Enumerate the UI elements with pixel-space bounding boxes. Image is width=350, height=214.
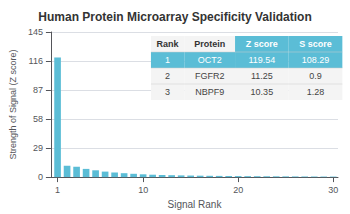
svg-text:Rank: Rank (157, 39, 180, 49)
svg-text:Signal Rank: Signal Rank (167, 199, 222, 210)
svg-text:S score: S score (299, 39, 332, 49)
svg-text:10: 10 (138, 185, 148, 195)
svg-text:145: 145 (28, 27, 43, 37)
svg-text:FGFR2: FGFR2 (195, 71, 225, 81)
svg-text:1: 1 (165, 55, 170, 65)
svg-text:29: 29 (33, 143, 43, 153)
svg-text:1.28: 1.28 (307, 87, 325, 97)
svg-text:0.9: 0.9 (309, 71, 322, 81)
svg-text:58: 58 (33, 114, 43, 124)
svg-text:2: 2 (165, 71, 170, 81)
svg-text:11.25: 11.25 (251, 71, 273, 81)
svg-text:87: 87 (33, 85, 43, 95)
svg-text:OCT2: OCT2 (198, 55, 222, 65)
svg-text:116: 116 (29, 56, 43, 66)
svg-text:20: 20 (233, 185, 243, 195)
svg-text:Human Protein Microarray Speci: Human Protein Microarray Specificity Val… (38, 10, 311, 24)
svg-text:30: 30 (328, 185, 338, 195)
svg-text:Protein: Protein (194, 39, 225, 49)
svg-text:NBPF9: NBPF9 (195, 87, 224, 97)
svg-text:108.29: 108.29 (302, 55, 330, 65)
svg-text:Strength of Signal (Z score): Strength of Signal (Z score) (8, 50, 18, 160)
svg-text:3: 3 (165, 87, 170, 97)
svg-text:Z score: Z score (246, 39, 278, 49)
svg-text:10.35: 10.35 (251, 87, 274, 97)
svg-text:119.54: 119.54 (248, 55, 275, 65)
svg-text:1: 1 (55, 185, 60, 195)
svg-text:0: 0 (38, 172, 43, 182)
